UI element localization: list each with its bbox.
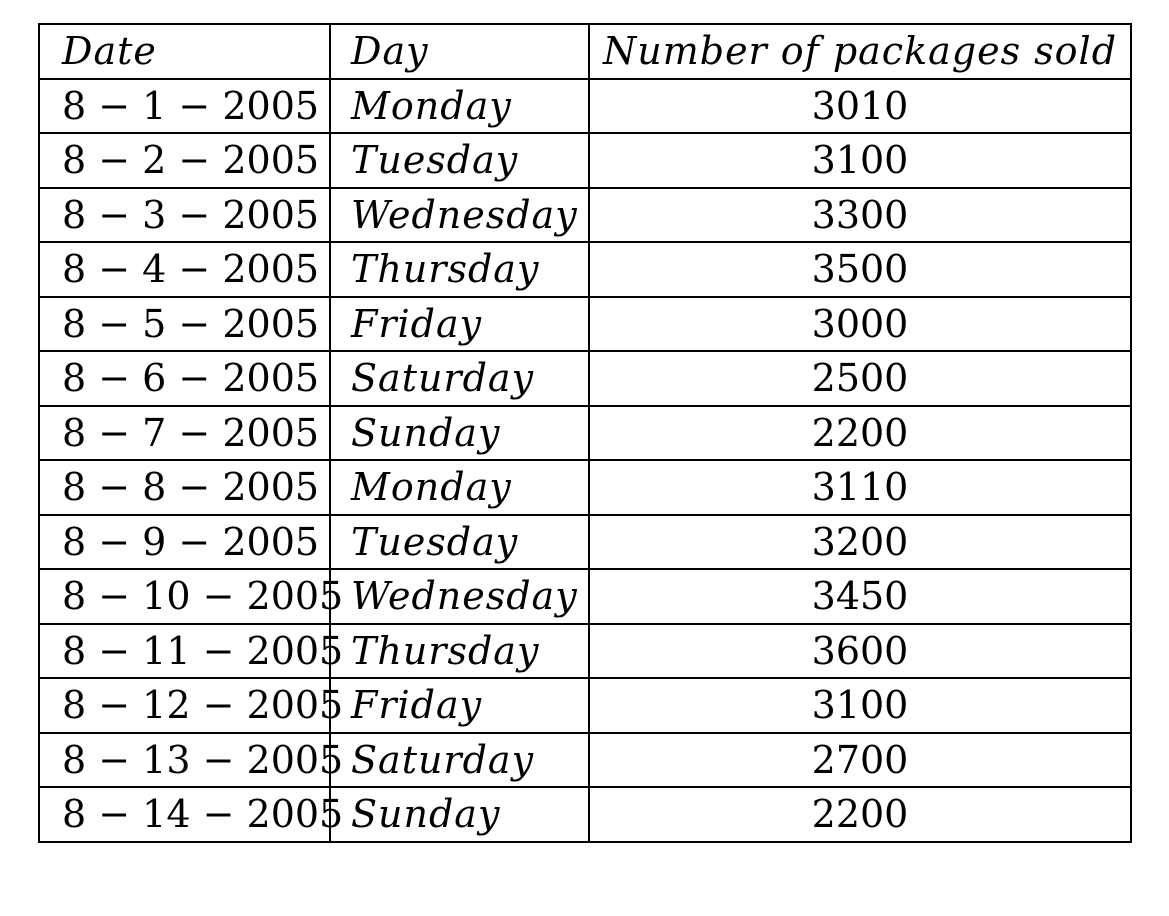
table-row: 8 − 1 − 2005 Monday 3010 (38, 77, 1132, 134)
table-row: 8 − 12 − 2005 Friday 3100 (38, 677, 1132, 734)
day-cell: Wednesday (329, 568, 590, 625)
packages-cell: 3600 (588, 622, 1132, 679)
packages-column-header: Number of packages sold (588, 23, 1132, 80)
packages-cell: 3100 (588, 132, 1132, 189)
date-cell: 8 − 8 − 2005 (38, 459, 331, 516)
table-row: 8 − 8 − 2005 Monday 3110 (38, 459, 1132, 516)
day-cell: Monday (329, 77, 590, 134)
packages-sold-table: Date Day Number of packages sold 8 − 1 −… (38, 23, 1132, 843)
day-cell: Monday (329, 459, 590, 516)
table-row: 8 − 7 − 2005 Sunday 2200 (38, 404, 1132, 461)
day-cell: Thursday (329, 622, 590, 679)
table-row: 8 − 9 − 2005 Tuesday 3200 (38, 513, 1132, 570)
date-cell: 8 − 13 − 2005 (38, 731, 343, 788)
day-column-header: Day (329, 23, 590, 80)
date-cell: 8 − 12 − 2005 (38, 677, 343, 734)
date-cell: 8 − 6 − 2005 (38, 350, 331, 407)
packages-cell: 2500 (588, 350, 1132, 407)
day-cell: Friday (329, 295, 590, 352)
table-row: 8 − 14 − 2005 Sunday 2200 (38, 786, 1132, 843)
day-cell: Tuesday (329, 132, 590, 189)
date-cell: 8 − 11 − 2005 (38, 622, 343, 679)
packages-cell: 3100 (588, 677, 1132, 734)
packages-cell: 3500 (588, 241, 1132, 298)
date-cell: 8 − 5 − 2005 (38, 295, 331, 352)
packages-cell: 3110 (588, 459, 1132, 516)
date-column-header: Date (38, 23, 331, 80)
packages-cell: 3300 (588, 186, 1132, 243)
table-row: 8 − 11 − 2005 Thursday 3600 (38, 622, 1132, 679)
packages-cell: 3000 (588, 295, 1132, 352)
packages-cell: 2200 (588, 404, 1132, 461)
header-row: Date Day Number of packages sold (38, 23, 1132, 80)
date-cell: 8 − 2 − 2005 (38, 132, 331, 189)
packages-cell: 2700 (588, 731, 1132, 788)
table-row: 8 − 5 − 2005 Friday 3000 (38, 295, 1132, 352)
day-cell: Saturday (329, 350, 590, 407)
packages-cell: 3450 (588, 568, 1132, 625)
day-cell: Thursday (329, 241, 590, 298)
table-row: 8 − 3 − 2005 Wednesday 3300 (38, 186, 1132, 243)
packages-cell: 2200 (588, 786, 1132, 843)
date-cell: 8 − 14 − 2005 (38, 786, 343, 843)
packages-cell: 3200 (588, 513, 1132, 570)
date-cell: 8 − 10 − 2005 (38, 568, 343, 625)
day-cell: Friday (329, 677, 590, 734)
date-cell: 8 − 7 − 2005 (38, 404, 331, 461)
table-row: 8 − 6 − 2005 Saturday 2500 (38, 350, 1132, 407)
table-body: 8 − 1 − 2005 Monday 3010 8 − 2 − 2005 Tu… (38, 77, 1132, 843)
day-cell: Sunday (329, 404, 590, 461)
date-cell: 8 − 1 − 2005 (38, 77, 331, 134)
table-row: 8 − 2 − 2005 Tuesday 3100 (38, 132, 1132, 189)
day-cell: Tuesday (329, 513, 590, 570)
date-cell: 8 − 9 − 2005 (38, 513, 331, 570)
date-cell: 8 − 3 − 2005 (38, 186, 331, 243)
day-cell: Sunday (329, 786, 590, 843)
packages-cell: 3010 (588, 77, 1132, 134)
table-row: 8 − 10 − 2005 Wednesday 3450 (38, 568, 1132, 625)
date-cell: 8 − 4 − 2005 (38, 241, 331, 298)
table-row: 8 − 4 − 2005 Thursday 3500 (38, 241, 1132, 298)
day-cell: Saturday (329, 731, 590, 788)
day-cell: Wednesday (329, 186, 590, 243)
table-row: 8 − 13 − 2005 Saturday 2700 (38, 731, 1132, 788)
